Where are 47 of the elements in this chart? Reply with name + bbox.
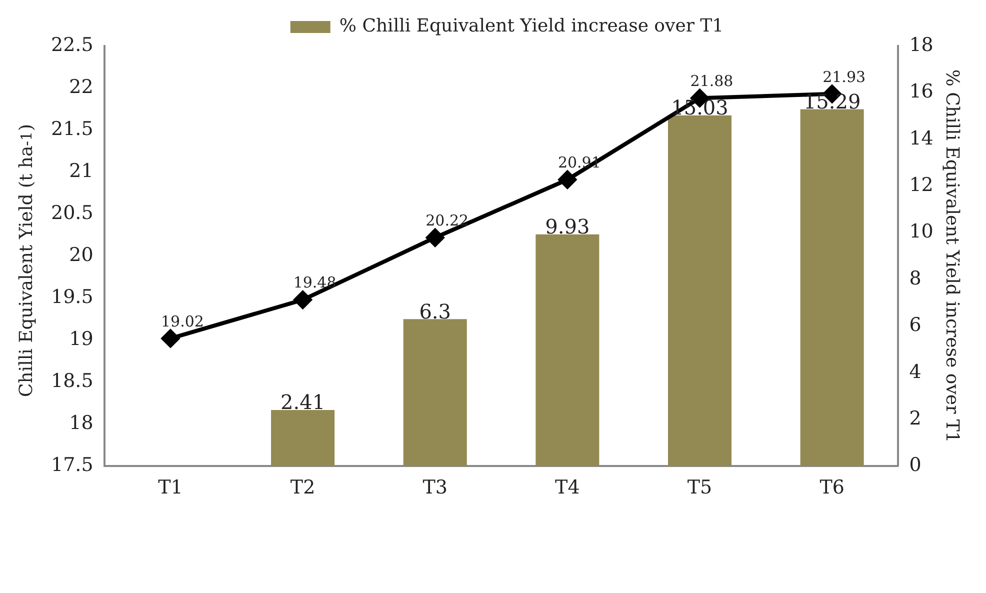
- y2-tick-label: 14: [909, 127, 934, 150]
- y-tick-label: 20.5: [50, 202, 94, 224]
- y2-tick-label: 6: [909, 314, 922, 336]
- point: [294, 290, 312, 309]
- y-tick-label: 17.5: [50, 454, 94, 476]
- bar: [536, 234, 600, 466]
- y-tick-label: 18.5: [50, 370, 94, 392]
- y2-axis-title: % Chilli Equivalent Yield increse over T1: [942, 69, 963, 443]
- x-tick-label: T3: [422, 476, 448, 499]
- y2-tick-label: 0: [909, 454, 922, 476]
- y-tick-label: 22: [69, 76, 94, 98]
- y2-tick-label: 16: [909, 80, 934, 103]
- point: [161, 329, 180, 348]
- data-label: 20.22: [426, 212, 469, 230]
- legend-label: % Chilli Equivalent Yield increase over T1: [339, 16, 724, 37]
- y2-tick-label: 8: [909, 267, 922, 290]
- point: [426, 228, 444, 247]
- y-tick-label: 20: [69, 244, 94, 266]
- x-tick-label: T2: [290, 476, 316, 499]
- y-tick-label: 19: [69, 328, 94, 350]
- data-label: 19.02: [160, 312, 204, 330]
- data-label: 21.88: [690, 72, 734, 90]
- y-tick-label: 21: [69, 160, 94, 182]
- data-label: 15.29: [803, 89, 861, 114]
- y-tick-label: 19.5: [50, 286, 94, 308]
- data-label: 21.93: [822, 68, 866, 86]
- bar: [271, 410, 335, 466]
- x-tick-label: T4: [555, 476, 580, 499]
- y-tick-label: 18: [69, 412, 94, 434]
- x-tick-label: T1: [158, 476, 183, 499]
- data-label: 9.93: [545, 214, 590, 239]
- data-label: 2.41: [280, 390, 326, 414]
- data-label: 19.48: [293, 274, 336, 292]
- point: [558, 170, 576, 189]
- x-tick-label: T6: [820, 476, 844, 499]
- bar: [403, 319, 467, 466]
- y2-tick-label: 18: [909, 34, 934, 56]
- bar: [800, 109, 864, 466]
- y-tick-label: 21.5: [50, 118, 94, 140]
- y2-tick-label: 12: [909, 174, 934, 196]
- y2-tick-label: 4: [909, 360, 922, 383]
- bar: [668, 115, 732, 466]
- y2-tick-label: 10: [909, 220, 934, 243]
- y-tick-label: 22.5: [50, 34, 94, 56]
- data-label: 6.3: [419, 299, 452, 324]
- x-tick-label: T5: [687, 476, 712, 499]
- y2-tick-label: 2: [909, 407, 922, 430]
